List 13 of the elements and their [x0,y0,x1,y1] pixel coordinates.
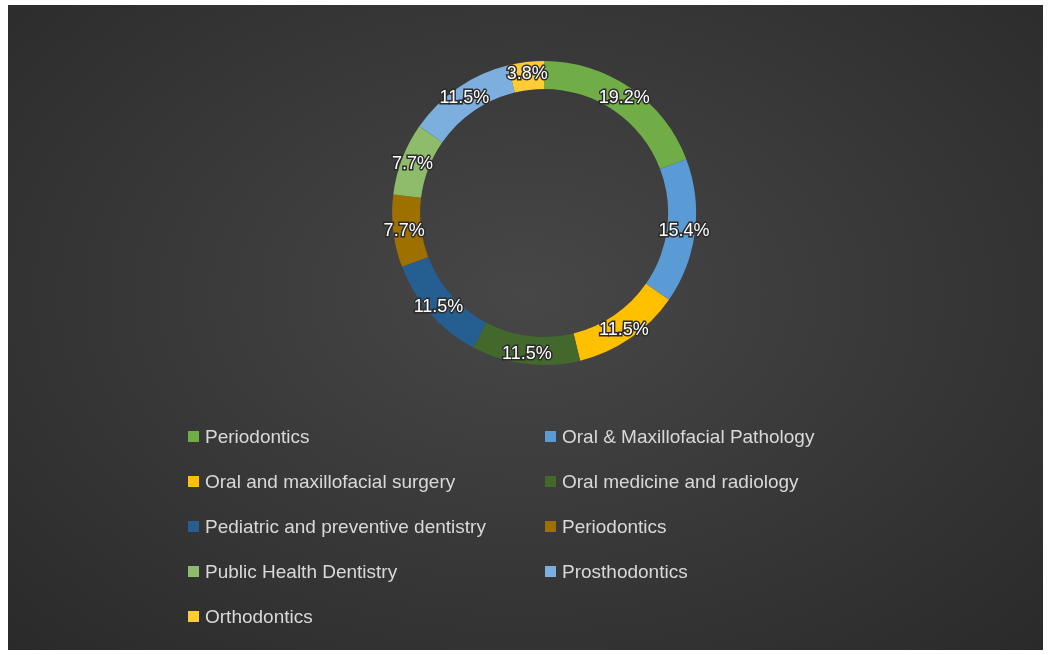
legend-label: Oral & Maxillofacial Pathology [562,425,815,448]
legend-label: Orthodontics [205,605,313,628]
data-label: 7.7% [383,219,425,240]
data-label: 11.5% [439,86,490,107]
legend-label: Oral and maxillofacial surgery [205,470,456,493]
legend-label: Pediatric and preventive dentistry [205,515,486,538]
legend-label: Oral medicine and radiology [562,470,799,493]
legend-label: Prosthodontics [562,560,688,583]
legend-label: Public Health Dentistry [205,560,398,583]
legend-label: Periodontics [562,515,667,538]
data-label: 11.5% [502,342,552,363]
data-label: 11.5% [413,296,464,317]
legend-label: Periodontics [205,425,310,448]
